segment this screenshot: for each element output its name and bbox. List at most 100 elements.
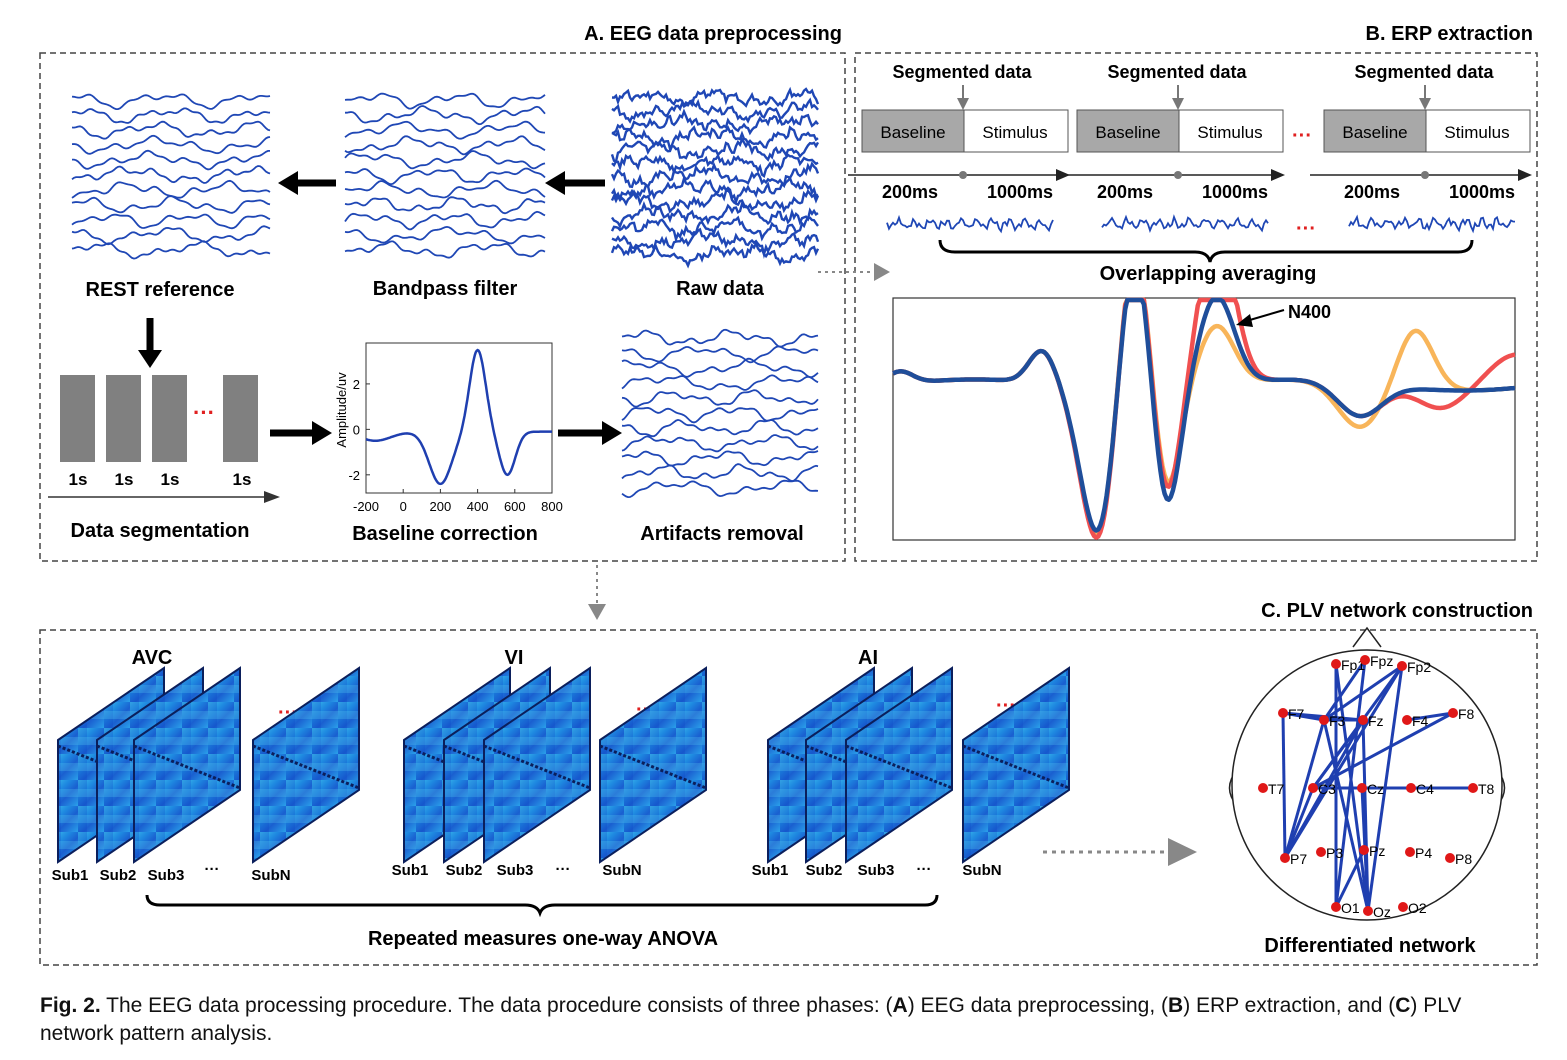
connector-to-network-arrowhead [1168, 838, 1197, 866]
electrode-label: P3 [1326, 845, 1343, 861]
electrode-dot [1316, 847, 1326, 857]
electrode-f3: F3 [1319, 713, 1346, 729]
subject-label: ··· [556, 861, 571, 878]
bandpass-filter-waves [344, 92, 546, 259]
eeg-trace [610, 215, 819, 244]
electrode-label: F7 [1288, 706, 1305, 722]
eeg-trace [71, 165, 271, 184]
eeg-trace [611, 201, 819, 229]
electrode-label: F4 [1412, 713, 1429, 729]
electrode-dot [1357, 783, 1367, 793]
x-tick-label: 200 [430, 499, 452, 514]
subject-label: SubN [251, 867, 290, 884]
segment-pointer-head [1172, 98, 1184, 110]
eeg-trace [610, 161, 820, 189]
matrix-diagonal [845, 744, 953, 790]
rest-reference-waves [71, 93, 271, 260]
panel-a-frame [39, 52, 846, 562]
x-tick-label: 800 [541, 499, 563, 514]
timeline-arrowhead [1518, 169, 1532, 181]
eeg-trace [71, 120, 271, 140]
electrode-label: O1 [1341, 900, 1360, 916]
electrode-cz: Cz [1357, 781, 1384, 797]
n400-arrowhead [1236, 314, 1253, 327]
electrode-dot [1397, 661, 1407, 671]
time-1000ms: 1000ms [1202, 182, 1268, 202]
eeg-trace [72, 149, 270, 171]
electrode-label: P8 [1455, 851, 1472, 867]
electrode-c3: C3 [1308, 781, 1336, 797]
electrode-dot [1258, 783, 1268, 793]
n400-label: N400 [1288, 302, 1331, 322]
electrode-dot [1308, 783, 1318, 793]
differentiated-network-label: Differentiated network [1264, 935, 1476, 957]
time-axis-arrowhead [264, 491, 280, 503]
eeg-trace [610, 136, 820, 163]
plv-matrix [962, 666, 1070, 864]
electrode-p7: P7 [1280, 851, 1307, 867]
eeg-trace [71, 213, 271, 230]
eeg-trace [344, 92, 546, 110]
panel-c-frame [39, 629, 1538, 966]
time-1000ms: 1000ms [1449, 182, 1515, 202]
y-tick-label: -2 [348, 468, 360, 483]
subject-label: Sub3 [858, 862, 895, 879]
subject-label: Sub2 [100, 867, 137, 884]
head-map: Fp1 Fpz Fp2 F7 F3 Fz F4 F8 T7 C3 Cz C4 T8 P7 P3 Pz P4 P8 O… [1228, 626, 1506, 921]
electrode-label: Fpz [1370, 653, 1393, 669]
anova-label: Repeated measures one-way ANOVA [368, 928, 718, 950]
baseline-plot-frame [365, 342, 553, 494]
overlapping-averaging-label: Overlapping averaging [1100, 263, 1317, 285]
segments-ellipsis: ··· [1292, 125, 1312, 147]
eeg-trace [344, 240, 546, 259]
segment-block [152, 375, 187, 462]
time-1000ms: 1000ms [987, 182, 1053, 202]
electrode-label: P4 [1415, 845, 1432, 861]
electrode-p3: P3 [1316, 845, 1343, 861]
segment-blocks: ··· [60, 375, 258, 462]
eeg-processing-diagram: A. EEG data preprocessing B. ERP extract… [39, 23, 1538, 966]
panel-b-frame [854, 52, 1538, 562]
electrode-label: Cz [1367, 781, 1384, 797]
baseline-label: Baseline [1342, 123, 1407, 142]
electrode-dot [1280, 853, 1290, 863]
eeg-trace [621, 450, 819, 467]
network-edge [1281, 712, 1287, 859]
electrode-label: T7 [1268, 781, 1285, 797]
panel-b-title: B. ERP extraction [1366, 23, 1533, 45]
eeg-trace [621, 463, 819, 483]
electrode-p8: P8 [1445, 851, 1472, 867]
x-tick-label: 600 [504, 499, 526, 514]
electrode-p4: P4 [1405, 845, 1432, 861]
segmented-data-group: Segmented data Baseline Stimulus 200ms 1000m… [848, 62, 1070, 234]
electrode-t7: T7 [1258, 781, 1285, 797]
electrode-dot [1278, 708, 1288, 718]
electrode-label: C4 [1416, 781, 1434, 797]
bandpass-filter-label: Bandpass filter [373, 278, 518, 300]
segmented-data-label: Segmented data [1354, 62, 1494, 82]
electrode-label: Fp1 [1341, 657, 1365, 673]
group-label: AI [858, 647, 878, 669]
eeg-trace [71, 93, 271, 110]
stimulus-label: Stimulus [1444, 123, 1509, 142]
rest-reference-label: REST reference [86, 279, 235, 301]
electrode-dot [1358, 715, 1368, 725]
segment-block [223, 375, 258, 462]
electrode-o1: O1 [1331, 900, 1360, 916]
figure-caption: Fig. 2. The EEG data processing procedur… [40, 992, 1540, 1048]
trial-trace [886, 214, 1054, 234]
eeg-trace [611, 227, 820, 259]
eeg-trace [71, 107, 271, 124]
network-nodes: Fp1 Fpz Fp2 F7 F3 Fz F4 F8 T7 C3 Cz C4 T8 P7 P3 Pz P4 P8 O… [1258, 653, 1495, 920]
matrix-diagonal [962, 744, 1070, 790]
eeg-trace [621, 406, 819, 424]
eeg-trace [611, 86, 820, 109]
electrode-label: C3 [1318, 781, 1336, 797]
caption-text-4: ) PLV network pattern analysis. [40, 994, 1462, 1045]
eeg-trace [621, 434, 819, 453]
electrode-label: Fz [1368, 713, 1384, 729]
eeg-trace [71, 225, 271, 246]
head-outline [1231, 649, 1503, 921]
electrode-dot [1359, 845, 1369, 855]
